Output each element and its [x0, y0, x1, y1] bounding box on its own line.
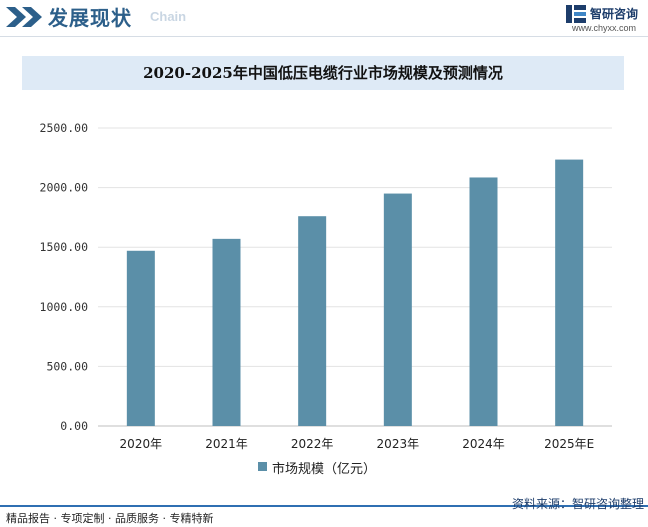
x-tick-label: 2025年E: [544, 437, 594, 451]
bar: [469, 177, 498, 426]
chart-title-band: 2020-2025年中国低压电缆行业市场规模及预测情况: [22, 56, 624, 90]
data-source: 资料来源：智研咨询整理: [511, 497, 644, 511]
x-tick-label: 2022年: [291, 437, 334, 451]
y-tick-label: 1500.00: [40, 240, 89, 254]
bar: [298, 216, 327, 426]
chart-title: 2020-2025年中国低压电缆行业市场规模及预测情况: [143, 64, 503, 82]
bar: [126, 250, 155, 426]
x-tick-label: 2020年: [120, 437, 163, 451]
header: 发展现状 Chain 智研咨询 www.chyxx.com: [0, 0, 648, 36]
footer-divider: [0, 505, 648, 507]
y-tick-label: 2500.00: [40, 121, 89, 135]
chevron-right-icon: [6, 7, 42, 27]
x-tick-label: 2023年: [377, 437, 420, 451]
y-tick-label: 0.00: [60, 419, 88, 433]
legend-swatch: [258, 462, 267, 471]
x-tick-label: 2024年: [462, 437, 505, 451]
x-tick-label: 2021年: [205, 437, 248, 451]
section-title: 发展现状: [48, 6, 132, 30]
bar: [555, 159, 584, 426]
bar: [383, 193, 412, 426]
header-divider: [0, 36, 648, 37]
logo-url: www.chyxx.com: [572, 23, 637, 33]
brand-logo: 智研咨询 www.chyxx.com: [566, 4, 646, 36]
bar: [212, 238, 241, 426]
legend-label: 市场规模（亿元）: [272, 462, 377, 477]
logo-icon: [566, 5, 586, 23]
y-tick-label: 500.00: [46, 359, 88, 373]
y-tick-label: 1000.00: [40, 300, 89, 314]
footer-tagline: 精品报告 · 专项定制 · 品质服务 · 专精特新: [6, 512, 214, 525]
logo-name: 智研咨询: [590, 7, 639, 21]
y-tick-label: 2000.00: [40, 181, 89, 195]
section-subtitle: Chain: [150, 9, 187, 24]
